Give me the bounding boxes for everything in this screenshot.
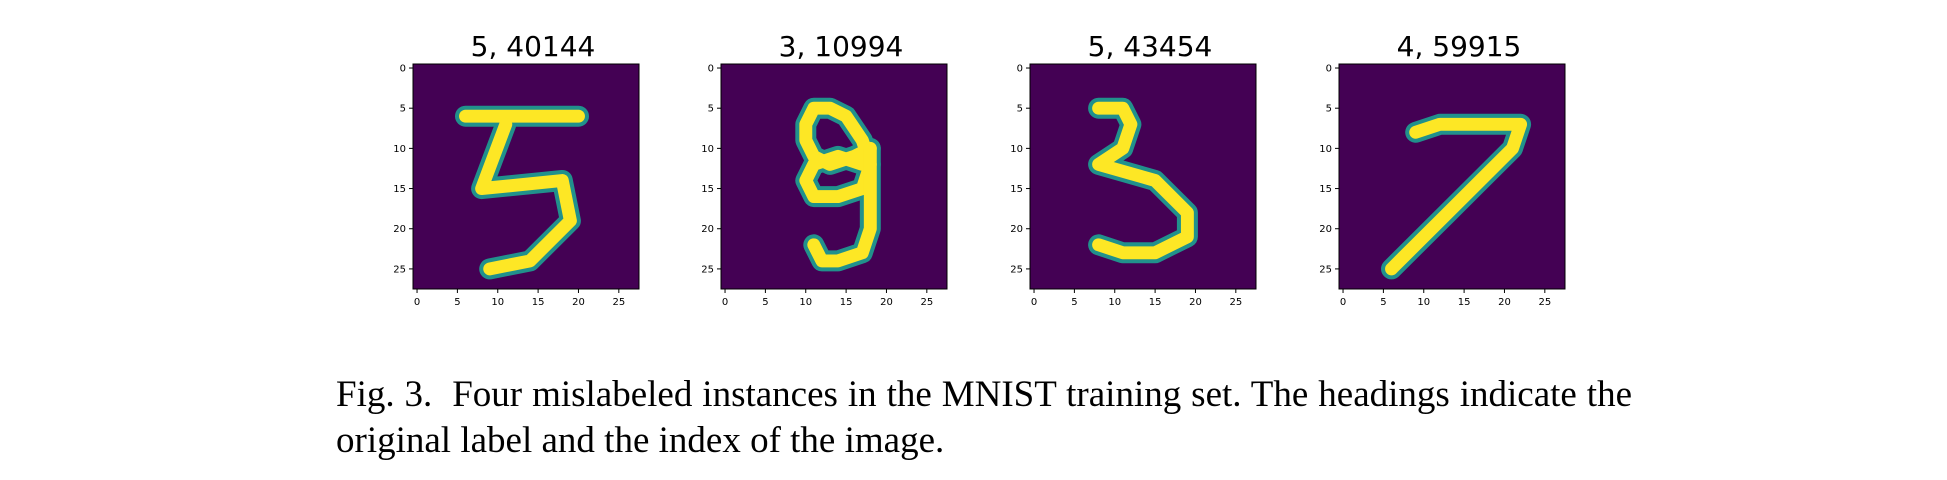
x-tick-label: 0 [1340,297,1346,308]
y-tick-label: 5 [708,104,714,115]
y-tick-label: 5 [1326,104,1332,115]
panel-title: 5, 40144 [470,30,596,63]
digit-stroke [799,101,877,204]
digit-stroke [1092,101,1194,260]
x-tick-label: 10 [799,297,812,308]
y-tick-label: 0 [1326,64,1332,75]
x-tick-label: 0 [1031,297,1037,308]
x-tick-label: 15 [1458,297,1471,308]
y-tick-label: 15 [1319,184,1332,195]
x-tick-label: 25 [920,297,933,308]
x-tick-label: 5 [1071,297,1077,308]
digit-stroke [475,117,577,276]
x-tick-label: 5 [454,297,460,308]
digit-image-plot: 0 5 10 15 20 25 0 5 10 15 20 25 [393,63,640,308]
digit-image-plot: 0 5 10 15 20 25 0 5 10 15 20 25 [1010,63,1257,308]
x-tick-label: 25 [1538,297,1551,308]
y-tick-label: 15 [393,184,406,195]
image-background [1339,64,1565,289]
y-tick-label: 25 [393,264,406,275]
x-tick-label: 5 [762,297,768,308]
x-tick-label: 15 [1149,297,1162,308]
y-tick-label: 20 [1010,224,1023,235]
image-frame [1338,63,1566,290]
mnist-panel-4: 0 5 10 15 20 25 0 5 10 15 20 25 4, 59915 [1319,0,1579,310]
x-tick-label: 25 [1229,297,1242,308]
image-frame [720,63,948,290]
panel-title: 5, 43454 [1087,30,1213,63]
y-tick-label: 10 [393,144,406,155]
y-tick-label: 20 [701,224,714,235]
x-tick-label: 0 [722,297,728,308]
x-tick-label: 10 [1108,297,1121,308]
digit-image-plot: 0 5 10 15 20 25 0 5 10 15 20 25 [701,63,948,308]
digit-stroke [807,141,877,268]
y-tick-label: 5 [1017,104,1023,115]
x-tick-label: 10 [1417,297,1430,308]
y-tick-label: 25 [701,264,714,275]
digit-stroke [1385,117,1528,276]
y-tick-label: 25 [1010,264,1023,275]
mnist-panel-3: 0 5 10 15 20 25 0 5 10 15 20 25 5, 43454 [1010,0,1270,310]
x-tick-label: 15 [532,297,545,308]
x-tick-label: 20 [1189,297,1202,308]
y-tick-label: 25 [1319,264,1332,275]
mnist-panel-1: 0 5 10 15 20 25 0 5 10 15 20 25 5, 40144 [393,0,653,310]
y-tick-label: 15 [1010,184,1023,195]
caption-text: Four mislabeled instances in the MNIST t… [336,374,1633,461]
y-tick-label: 0 [1017,64,1023,75]
y-tick-label: 0 [400,64,406,75]
caption-label: Fig. 3. [336,374,433,415]
y-tick-label: 20 [1319,224,1332,235]
figure-caption: Fig. 3. Four mislabeled instances in the… [336,372,1632,464]
y-tick-label: 10 [1319,144,1332,155]
image-frame [1029,63,1257,290]
y-tick-label: 0 [708,64,714,75]
x-tick-label: 20 [1498,297,1511,308]
digit-image-plot: 0 5 10 15 20 25 0 5 10 15 20 25 [1319,63,1566,308]
panel-title: 3, 10994 [778,30,904,63]
panel-title: 4, 59915 [1396,30,1522,63]
image-frame [412,63,640,290]
x-tick-label: 0 [414,297,420,308]
x-tick-label: 20 [880,297,893,308]
x-tick-label: 20 [572,297,585,308]
y-tick-label: 10 [701,144,714,155]
x-tick-label: 25 [612,297,625,308]
y-tick-label: 5 [400,104,406,115]
y-tick-label: 10 [1010,144,1023,155]
y-tick-label: 15 [701,184,714,195]
y-tick-label: 20 [393,224,406,235]
x-tick-label: 15 [840,297,853,308]
x-tick-label: 5 [1380,297,1386,308]
x-tick-label: 10 [491,297,504,308]
mnist-panel-2: 0 5 10 15 20 25 0 5 10 15 20 25 3, 10994 [701,0,961,310]
